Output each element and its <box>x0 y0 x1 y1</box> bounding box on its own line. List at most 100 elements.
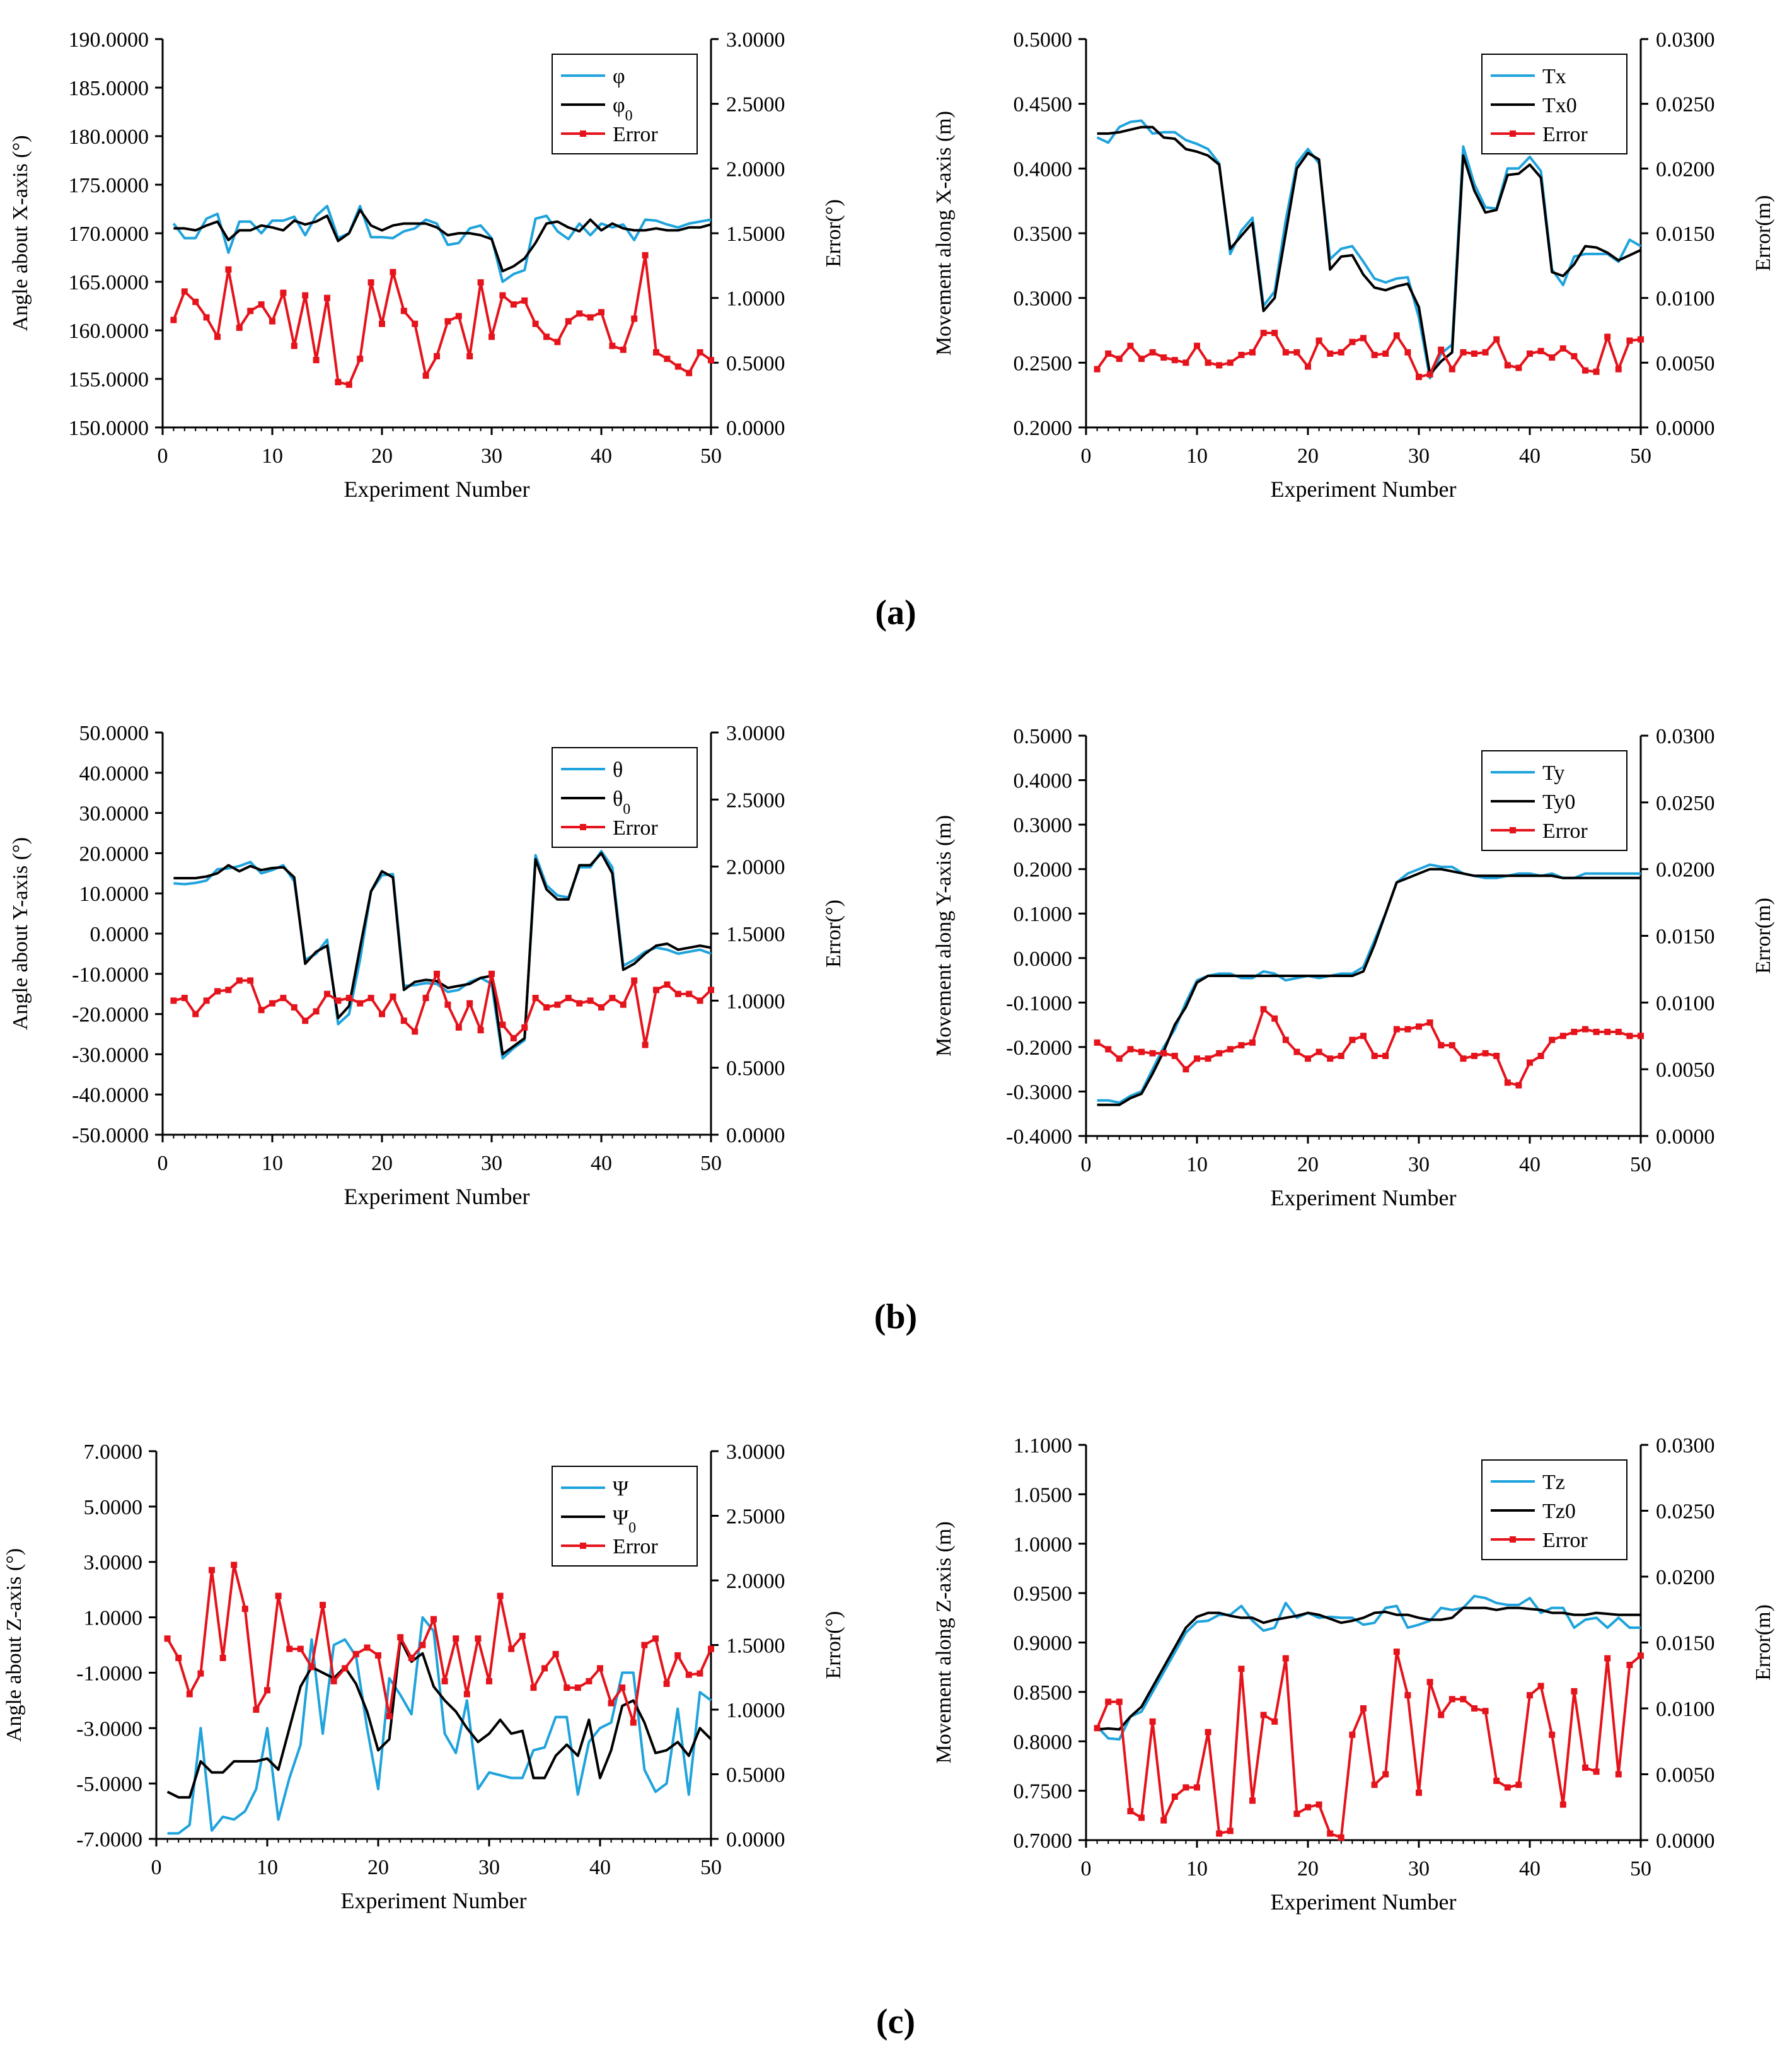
error-marker <box>1393 332 1400 339</box>
error-marker <box>1149 1050 1156 1057</box>
y-tick-label: -1.0000 <box>76 1662 142 1685</box>
error-marker <box>653 349 659 356</box>
error-marker <box>1160 1050 1167 1057</box>
y-tick-label: 0.2000 <box>1014 417 1073 440</box>
error-marker <box>1249 1039 1256 1046</box>
y2-tick-label: 0.0250 <box>1656 93 1715 117</box>
x-axis-title: Experiment Number <box>341 1888 527 1913</box>
error-marker <box>1593 1768 1600 1775</box>
error-marker <box>708 1645 714 1652</box>
error-marker <box>422 372 429 379</box>
error-marker <box>247 977 254 984</box>
y-tick-label: 0.2500 <box>1014 352 1073 375</box>
error-marker <box>302 292 309 299</box>
y2-axis-title: Error(m) <box>1752 1604 1775 1681</box>
y-tick-label: 0.5000 <box>1014 725 1073 748</box>
y-tick-label: 0.5000 <box>1014 28 1073 52</box>
error-marker <box>1105 1046 1112 1053</box>
error-marker <box>1171 1793 1178 1800</box>
legend-marker <box>580 1543 586 1549</box>
error-marker <box>422 995 429 1002</box>
error-marker <box>1171 357 1178 364</box>
error-marker <box>286 1645 293 1652</box>
error-marker <box>1260 330 1267 337</box>
error-marker <box>400 308 407 315</box>
series-line-reference <box>173 852 712 1056</box>
error-marker <box>1238 1666 1245 1672</box>
error-marker <box>1515 1082 1522 1089</box>
y2-axis-title: Error(°) <box>822 1611 845 1679</box>
error-marker <box>664 356 671 362</box>
error-marker <box>1504 1784 1511 1791</box>
x-tick-label: 40 <box>591 444 612 468</box>
error-marker <box>197 1670 204 1677</box>
error-marker <box>453 1635 460 1642</box>
error-marker <box>214 333 221 340</box>
error-marker <box>642 1041 649 1048</box>
y2-tick-label: 1.5000 <box>726 923 785 946</box>
error-marker <box>313 357 320 364</box>
y-tick-label: 0.3000 <box>1014 287 1073 311</box>
error-marker <box>1571 353 1578 360</box>
error-marker <box>1227 359 1234 366</box>
x-tick-label: 10 <box>1186 1153 1208 1176</box>
error-marker <box>1315 1801 1322 1808</box>
error-marker <box>1160 1817 1167 1824</box>
y-tick-label: -30.0000 <box>72 1043 149 1067</box>
error-marker <box>1227 1046 1234 1053</box>
error-marker <box>1360 335 1367 342</box>
error-marker <box>674 990 681 997</box>
error-marker <box>1182 1784 1189 1791</box>
error-marker <box>1393 1648 1400 1655</box>
y2-tick-label: 0.0000 <box>726 1124 785 1147</box>
y-tick-label: 165.0000 <box>69 271 149 294</box>
error-marker <box>1537 1683 1544 1689</box>
error-marker <box>1194 1055 1200 1062</box>
x-tick-label: 10 <box>262 1152 283 1175</box>
error-marker <box>1371 1053 1378 1059</box>
error-marker <box>1260 1005 1267 1012</box>
y2-tick-label: 0.0100 <box>1656 992 1715 1015</box>
y2-tick-label: 3.0000 <box>726 722 785 745</box>
error-marker <box>631 315 638 322</box>
y-axis-title: Movement along Z-axis (m) <box>932 1521 956 1763</box>
y2-tick-label: 0.0200 <box>1656 859 1715 882</box>
error-marker <box>264 1687 270 1694</box>
error-marker <box>219 1655 226 1661</box>
error-marker <box>554 339 561 345</box>
y2-tick-label: 2.5000 <box>726 1505 785 1529</box>
y-tick-label: 50.0000 <box>79 722 149 745</box>
error-marker <box>1238 1042 1245 1049</box>
y2-tick-label: 2.5000 <box>726 789 785 812</box>
y2-axis-title: Error(°) <box>822 900 845 968</box>
y-axis-title: Angle about Z-axis (°) <box>3 1548 26 1742</box>
error-marker <box>1438 1712 1445 1718</box>
error-marker <box>1138 356 1145 362</box>
error-marker <box>532 995 539 1002</box>
error-marker <box>357 1000 364 1007</box>
legend-label: Tz0 <box>1542 1500 1576 1523</box>
error-marker <box>541 1665 548 1672</box>
error-marker <box>1382 350 1389 357</box>
x-tick-label: 0 <box>158 444 168 468</box>
error-marker <box>576 1000 583 1007</box>
x-axis-title: Experiment Number <box>344 1184 530 1209</box>
y2-tick-label: 1.5000 <box>726 223 785 246</box>
y2-tick-label: 0.0150 <box>1656 1632 1715 1655</box>
error-marker <box>1282 1036 1289 1043</box>
y2-tick-label: 0.0000 <box>726 417 785 440</box>
error-marker <box>280 289 287 296</box>
error-marker <box>608 1700 615 1706</box>
panel-label-b: (b) <box>874 1297 917 1336</box>
y-tick-label: 0.1000 <box>1014 903 1073 926</box>
y2-tick-label: 0.0050 <box>1656 1058 1715 1082</box>
error-marker <box>1482 1708 1489 1715</box>
error-marker <box>519 1633 526 1640</box>
error-marker <box>1338 1834 1344 1841</box>
y-tick-label: 0.0000 <box>1014 947 1073 971</box>
error-marker <box>335 379 342 386</box>
error-marker <box>1194 342 1200 349</box>
x-tick-label: 30 <box>481 444 502 468</box>
error-marker <box>1593 1028 1600 1035</box>
y2-tick-label: 0.0250 <box>1656 1500 1715 1524</box>
